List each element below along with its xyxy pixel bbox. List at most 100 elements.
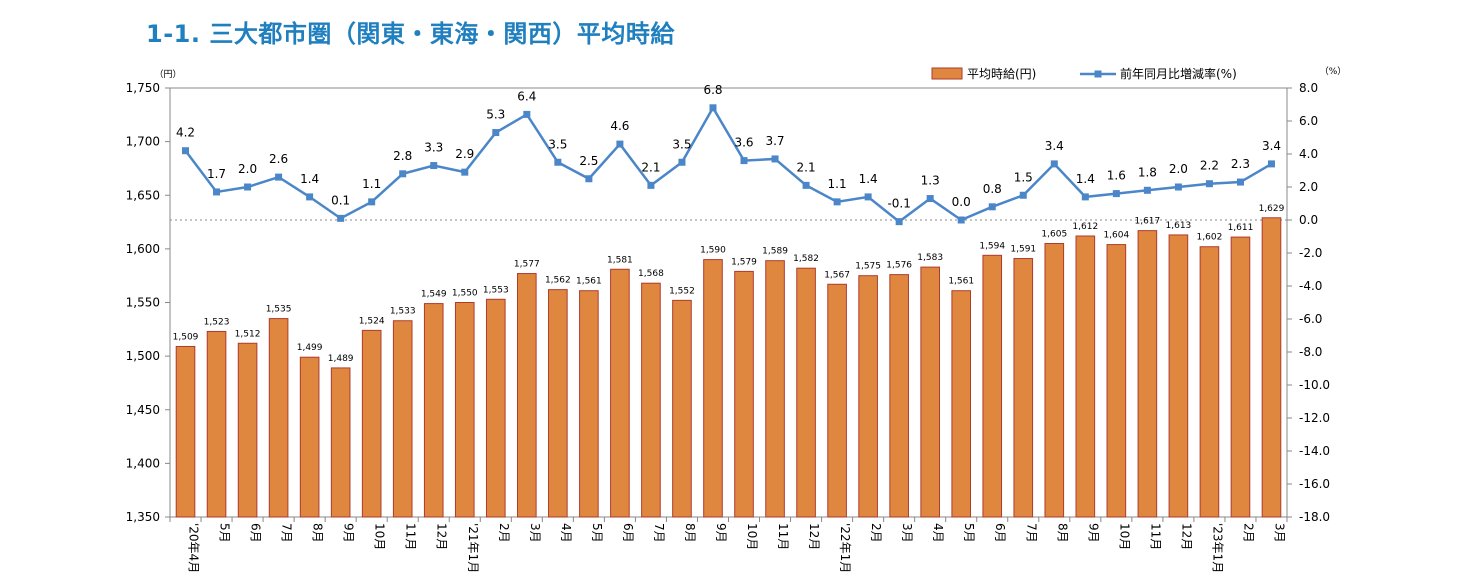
y-left-tick-label: 1,550 — [126, 296, 160, 310]
y-right-tick-label: 6.0 — [1299, 114, 1318, 128]
line-value-label: 3.4 — [1262, 139, 1281, 153]
x-tick-label: 9月 — [1086, 523, 1100, 543]
bar-value-label: 1,549 — [421, 290, 447, 300]
bar — [1168, 234, 1189, 518]
bar-value-label: 1,550 — [452, 289, 478, 299]
bar — [517, 273, 537, 518]
line-point — [771, 155, 779, 163]
bars-layer: 1,509 1,523 1,512 1,535 1,499 1,489 1,524 1,533… — [173, 204, 1285, 518]
y-right-tick-label: -16.0 — [1299, 477, 1330, 491]
bar — [330, 367, 351, 518]
line-point — [1019, 191, 1027, 199]
y-right-tick-label: -12.0 — [1299, 411, 1330, 425]
page-title: 1-1. 三大都市圏（関東・東海・関西）平均時給 — [146, 20, 675, 48]
bar — [423, 303, 444, 518]
y-left-tick-label: 1,400 — [126, 456, 160, 470]
bar — [734, 270, 754, 518]
bar-value-label: 1,582 — [793, 254, 819, 264]
line-value-label: 3.6 — [734, 136, 753, 150]
bar-value-label: 1,524 — [359, 316, 385, 326]
line-value-label: 2.0 — [1169, 162, 1188, 176]
bar — [641, 282, 661, 518]
bar-value-label: 1,561 — [576, 277, 602, 287]
line-value-label: 0.8 — [983, 182, 1002, 196]
line-value-label: 1.4 — [300, 172, 319, 186]
line-value-label: 1.3 — [921, 174, 940, 188]
line-point — [213, 188, 221, 196]
x-tick-label: 8月 — [683, 523, 697, 543]
line-value-label: 1.4 — [859, 172, 878, 186]
line-value-label: 2.0 — [238, 162, 257, 176]
bar — [1261, 217, 1282, 518]
bar-value-label: 1,561 — [948, 277, 974, 287]
axes-layer: 1,350 1,400 1,450 1,500 1,550 1,600 1,650 1,700… — [126, 66, 1347, 573]
line-point — [368, 198, 376, 206]
line-value-label: 1.4 — [1076, 172, 1095, 186]
line-value-label: 1.1 — [362, 177, 381, 191]
line-point — [337, 214, 345, 222]
x-tick-label: 9月 — [342, 523, 356, 543]
line-point — [1205, 180, 1213, 188]
bar — [1199, 246, 1220, 518]
line-point — [1112, 190, 1120, 198]
x-tick-label: 6月 — [621, 523, 635, 543]
legend-line-label: 前年同月比増減率(%) — [1120, 66, 1237, 81]
bar-value-label: 1,509 — [173, 332, 199, 342]
bar-value-label: 1,512 — [235, 329, 261, 339]
line-point — [523, 110, 531, 118]
x-tick-label: 12月 — [435, 523, 449, 550]
line-point — [182, 147, 190, 155]
bar — [1137, 230, 1158, 518]
bar-value-label: 1,562 — [545, 276, 571, 286]
x-tick-label: 10月 — [745, 523, 759, 550]
line-point — [306, 193, 314, 201]
line-point — [275, 173, 283, 181]
line-point — [864, 193, 872, 201]
x-tick-label: 11月 — [404, 523, 418, 550]
line-point — [461, 168, 469, 176]
bar-value-label: 1,533 — [390, 307, 416, 317]
bar — [548, 289, 568, 518]
x-tick-label: 11月 — [776, 523, 790, 550]
x-tick-label: 10月 — [373, 523, 387, 550]
line-value-label: 2.2 — [1200, 159, 1219, 173]
bar — [237, 342, 258, 518]
x-tick-label: '21年1月 — [466, 523, 480, 573]
line-value-label: 1.6 — [1107, 169, 1126, 183]
line-point — [802, 181, 810, 189]
bar-value-label: 1,568 — [638, 269, 664, 279]
bar-value-label: 1,612 — [1072, 222, 1098, 232]
line-value-label: 3.4 — [1045, 139, 1064, 153]
line-point — [926, 195, 934, 203]
line-value-label: 3.3 — [424, 141, 443, 155]
x-tick-label: '23年1月 — [1210, 523, 1224, 573]
bar — [703, 259, 723, 518]
line-point — [1236, 178, 1244, 186]
line-value-label: 1.5 — [1014, 170, 1033, 184]
y-right-tick-label: 4.0 — [1299, 147, 1318, 161]
bar-value-label: 1,553 — [483, 285, 509, 295]
x-tick-label: '20年4月 — [187, 523, 201, 573]
line-value-label: 6.8 — [703, 83, 722, 97]
line-value-label: 3.5 — [548, 137, 567, 151]
line-point — [1143, 186, 1151, 194]
line-value-label: 4.6 — [610, 119, 629, 133]
line-value-label: 1.7 — [207, 167, 226, 181]
bar — [485, 298, 506, 518]
line-point — [895, 218, 903, 226]
bar — [175, 345, 196, 518]
y-right-tick-label: 0.0 — [1299, 213, 1318, 227]
x-tick-label: 3月 — [1272, 523, 1286, 543]
bar-value-label: 1,567 — [824, 270, 850, 280]
bar-value-label: 1,629 — [1259, 204, 1285, 214]
line-point — [554, 158, 562, 166]
y-left-tick-label: 1,650 — [126, 188, 160, 202]
bar-value-label: 1,579 — [731, 257, 757, 267]
line-value-label: 2.3 — [1231, 157, 1250, 171]
line-layer: 4.2 1.7 2.0 2.6 1.4 0.1 1.1 2.8 3.3 2.9 5.3 6.4 3.5 2… — [176, 83, 1281, 226]
x-tick-label: 10月 — [1117, 523, 1131, 550]
y-left-tick-label: 1,700 — [126, 135, 160, 149]
yoy-line — [184, 105, 1273, 224]
bar-value-label: 1,581 — [607, 255, 633, 265]
